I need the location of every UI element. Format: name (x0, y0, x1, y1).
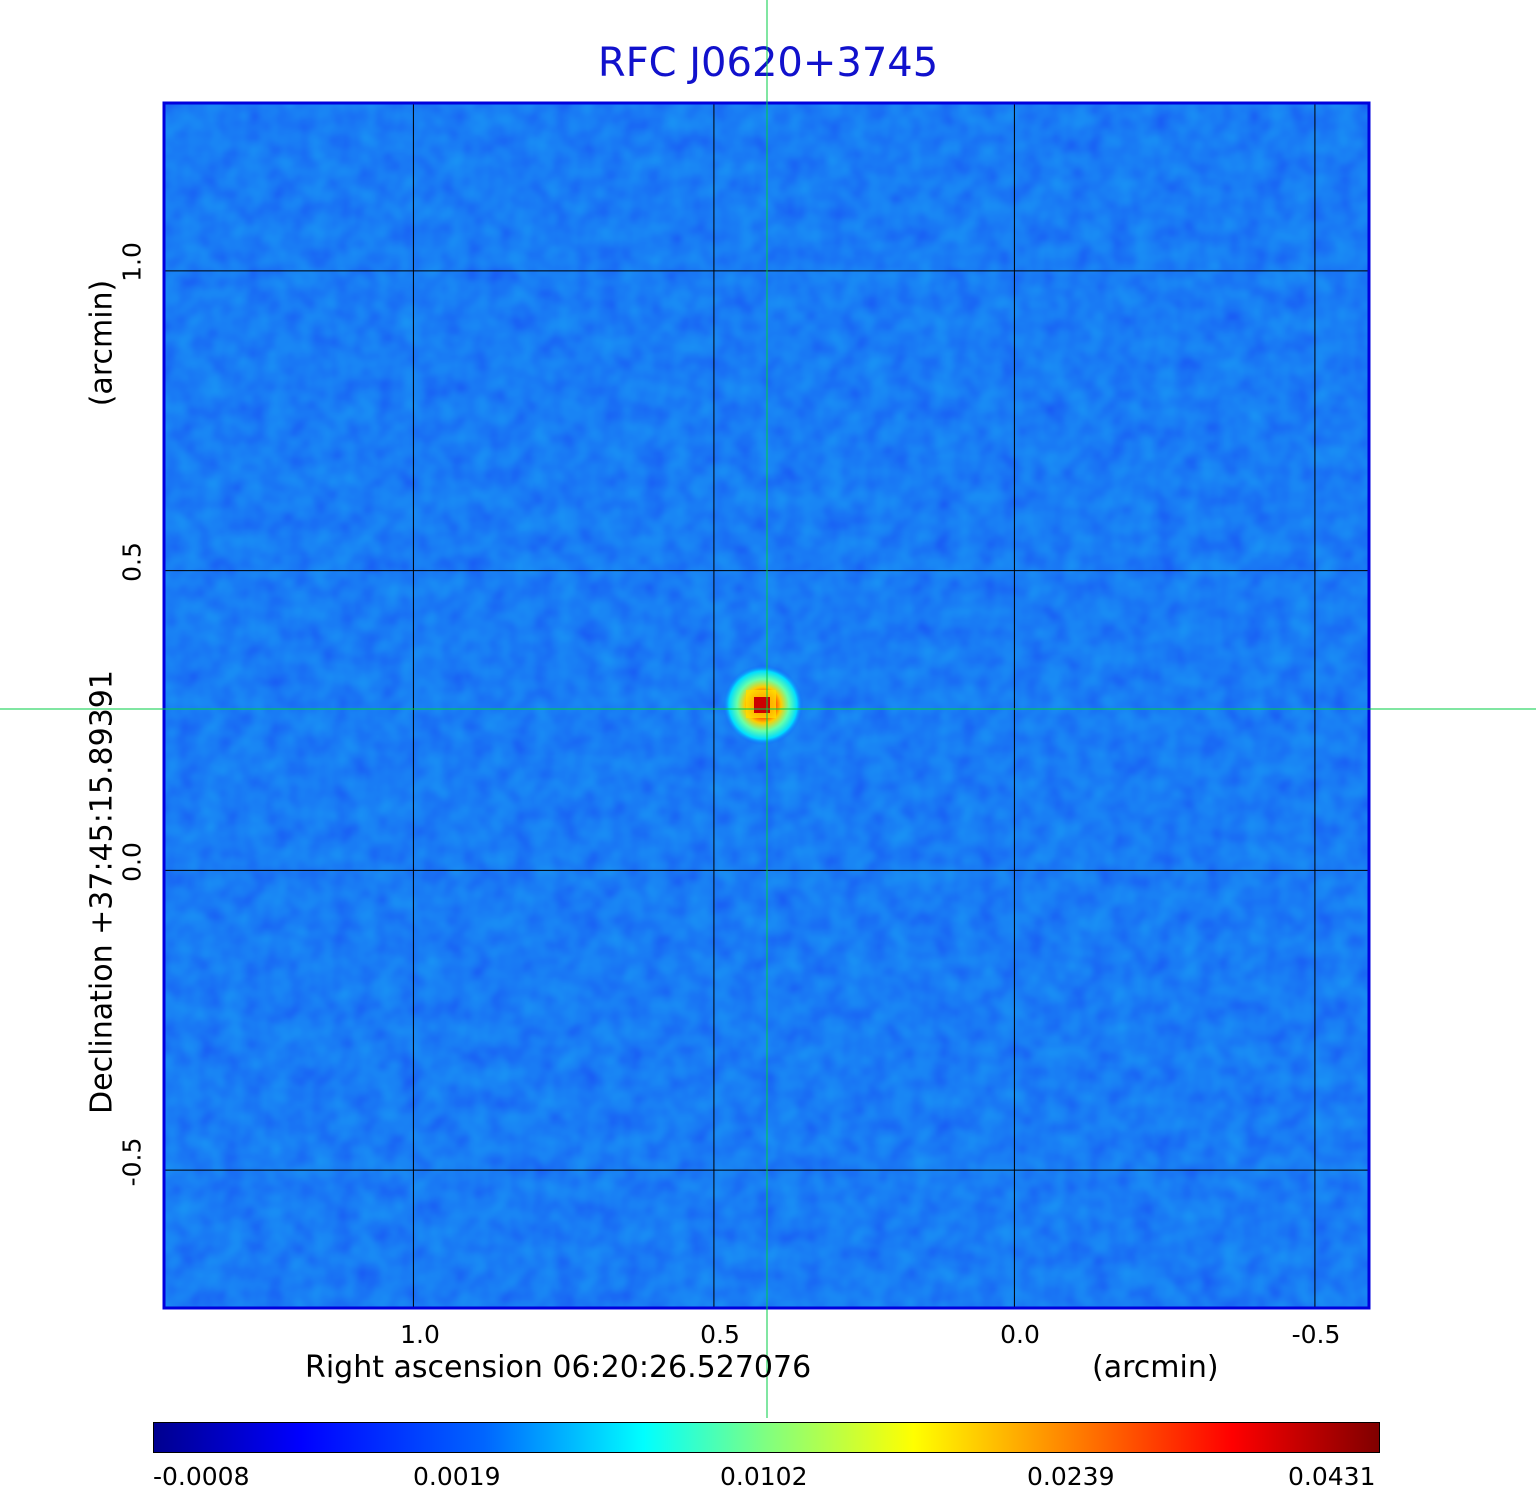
radio-source (723, 665, 803, 745)
x-tick-label: 1.0 (400, 1320, 440, 1349)
colorbar-label: 0.0019 (413, 1462, 501, 1491)
y-tick-label: 1.0 (117, 242, 147, 282)
y-tick-label: 0.0 (117, 842, 147, 882)
colorbar-label: 0.0102 (720, 1462, 808, 1491)
x-tick-label: -0.5 (1291, 1320, 1341, 1349)
y-axis-label: Declination +37:45:15.89391 (84, 670, 120, 1114)
colorbar-label: 0.0239 (1027, 1462, 1115, 1491)
x-axis-unit: (arcmin) (1092, 1350, 1219, 1385)
y-axis-unit: (arcmin) (84, 279, 120, 407)
y-tick-label: 0.5 (117, 542, 147, 582)
colorbar (153, 1422, 1380, 1453)
y-tick-label: -0.5 (117, 1137, 147, 1187)
colorbar-label: 0.0431 (1288, 1462, 1376, 1491)
colorbar-label: -0.0008 (153, 1462, 250, 1491)
plot-title: RFC J0620+3745 (597, 40, 939, 86)
x-tick-label: 0.0 (1000, 1320, 1040, 1349)
x-tick-label: 0.5 (700, 1320, 740, 1349)
x-axis-label: Right ascension 06:20:26.527076 (305, 1350, 812, 1385)
